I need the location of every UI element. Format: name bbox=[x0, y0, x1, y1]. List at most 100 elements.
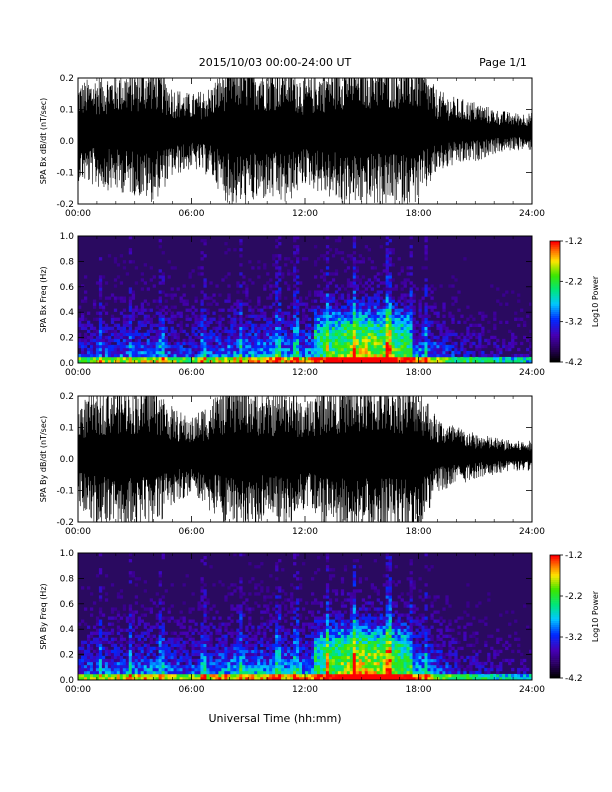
colorbar-cell bbox=[550, 357, 560, 361]
y-axis-label: SPA Bx dB/dt (nT/sec) bbox=[39, 98, 48, 185]
colorbar-cell bbox=[550, 628, 560, 632]
y-tick-label: 0.0 bbox=[60, 359, 75, 369]
colorbar-cell bbox=[550, 591, 560, 595]
colorbar-cell bbox=[550, 245, 560, 248]
colorbar-cell bbox=[550, 345, 560, 349]
y-axis-label: SPA By Freq (Hz) bbox=[39, 583, 48, 649]
colorbar-cell bbox=[550, 293, 560, 296]
colorbar-cell bbox=[550, 616, 560, 619]
colorbar-cell bbox=[550, 247, 560, 250]
colorbar-cell bbox=[550, 669, 560, 673]
colorbar-cell bbox=[550, 589, 560, 593]
colorbar-cell bbox=[550, 263, 560, 266]
x-tick-label: 24:00 bbox=[519, 368, 545, 378]
colorbar-cell bbox=[550, 255, 560, 258]
colorbar-cell bbox=[550, 663, 560, 666]
colorbar-cell bbox=[550, 353, 560, 357]
colorbar-cell bbox=[550, 295, 560, 298]
colorbar-cell bbox=[550, 665, 560, 669]
colorbar-cell bbox=[550, 655, 560, 658]
colorbar-cell bbox=[550, 271, 560, 274]
colorbar-cell bbox=[550, 557, 560, 560]
colorbar-cell bbox=[550, 299, 560, 302]
colorbar-cell bbox=[550, 307, 560, 310]
colorbar-tick-label: -2.2 bbox=[565, 277, 583, 287]
y-tick-label: 0.2 bbox=[60, 392, 74, 402]
colorbar-cell bbox=[550, 624, 560, 628]
colorbar-cell bbox=[550, 641, 560, 644]
dbdt-trace bbox=[78, 396, 532, 522]
by-dbdt-panel: 00:00 06:00 12:00 18:00 24:00 -0.2 -0.1 0.0 0.1 0… bbox=[39, 392, 545, 537]
colorbar-cell bbox=[550, 285, 560, 288]
colorbar-cell bbox=[550, 651, 560, 654]
colorbar-cell bbox=[550, 355, 560, 359]
colorbar-cell bbox=[550, 341, 560, 345]
x-tick-label: 06:00 bbox=[179, 685, 205, 695]
colorbar-cell bbox=[550, 608, 560, 611]
colorbar-cell bbox=[550, 329, 560, 333]
colorbar-cell bbox=[550, 275, 560, 278]
colorbar-cell bbox=[550, 313, 560, 316]
colorbar-cell bbox=[550, 563, 560, 566]
colorbar-cell bbox=[550, 319, 560, 322]
colorbar-cell bbox=[550, 645, 560, 648]
colorbar-cell bbox=[550, 335, 560, 339]
colorbar-cell bbox=[550, 626, 560, 630]
colorbar-cell bbox=[550, 241, 560, 244]
colorbar-cell bbox=[550, 559, 560, 562]
colorbar-cell bbox=[550, 577, 560, 580]
colorbar-cell bbox=[550, 639, 560, 642]
colorbar-cell bbox=[550, 347, 560, 351]
x-tick-label: 12:00 bbox=[292, 209, 318, 219]
colorbar-cell bbox=[550, 337, 560, 341]
colorbar-cell bbox=[550, 277, 560, 280]
colorbar-cell bbox=[550, 287, 560, 290]
colorbar-cell bbox=[550, 359, 560, 363]
y-tick-label: 0.0 bbox=[60, 137, 75, 147]
x-tick-label: 12:00 bbox=[292, 685, 318, 695]
colorbar-label: Log10 Power bbox=[591, 275, 600, 327]
colorbar-cell bbox=[550, 297, 560, 300]
colorbar-cell bbox=[550, 325, 560, 329]
colorbar-cell bbox=[550, 259, 560, 262]
colorbar-cell bbox=[550, 567, 560, 570]
x-tick-label: 18:00 bbox=[406, 527, 432, 537]
colorbar-cell bbox=[550, 610, 560, 613]
colorbar-cell bbox=[550, 587, 560, 591]
colorbar-cell bbox=[550, 571, 560, 574]
x-tick-label: 24:00 bbox=[519, 527, 545, 537]
y-tick-label: 1.0 bbox=[60, 549, 75, 559]
y-tick-label: 0.1 bbox=[60, 106, 74, 116]
colorbar-cell bbox=[550, 671, 560, 675]
colorbar-cell bbox=[550, 279, 560, 282]
colorbar-cell bbox=[550, 657, 560, 660]
y-axis-label: SPA By dB/dt (nT/sec) bbox=[39, 416, 48, 503]
colorbar-tick-label: -4.2 bbox=[565, 674, 583, 684]
colorbar-cell bbox=[550, 317, 560, 320]
x-tick-label: 00:00 bbox=[65, 685, 91, 695]
colorbar-cell bbox=[550, 632, 560, 636]
colorbar-cell bbox=[550, 249, 560, 252]
colorbar-cell bbox=[550, 269, 560, 272]
x-tick-label: 00:00 bbox=[65, 368, 91, 378]
colorbar-cell bbox=[550, 675, 560, 679]
x-tick-label: 12:00 bbox=[292, 527, 318, 537]
x-tick-label: 06:00 bbox=[179, 209, 205, 219]
x-tick-label: 24:00 bbox=[519, 209, 545, 219]
colorbar-cell bbox=[550, 251, 560, 254]
x-tick-label: 06:00 bbox=[179, 527, 205, 537]
y-tick-label: -0.2 bbox=[56, 518, 74, 528]
colorbar-cell bbox=[550, 647, 560, 650]
x-axis-label: Universal Time (hh:mm) bbox=[209, 712, 342, 725]
y-tick-label: 1.0 bbox=[60, 232, 75, 242]
colorbar-cell bbox=[550, 596, 560, 599]
colorbar-tick-label: -2.2 bbox=[565, 592, 583, 602]
colorbar-cell bbox=[550, 333, 560, 337]
x-tick-label: 12:00 bbox=[292, 368, 318, 378]
colorbar-cell bbox=[550, 573, 560, 576]
x-tick-label: 18:00 bbox=[406, 368, 432, 378]
colorbar-cell bbox=[550, 659, 560, 662]
y-tick-label: 0.8 bbox=[60, 574, 75, 584]
colorbar-cell bbox=[550, 283, 560, 286]
colorbar-tick-label: -1.2 bbox=[565, 237, 583, 247]
